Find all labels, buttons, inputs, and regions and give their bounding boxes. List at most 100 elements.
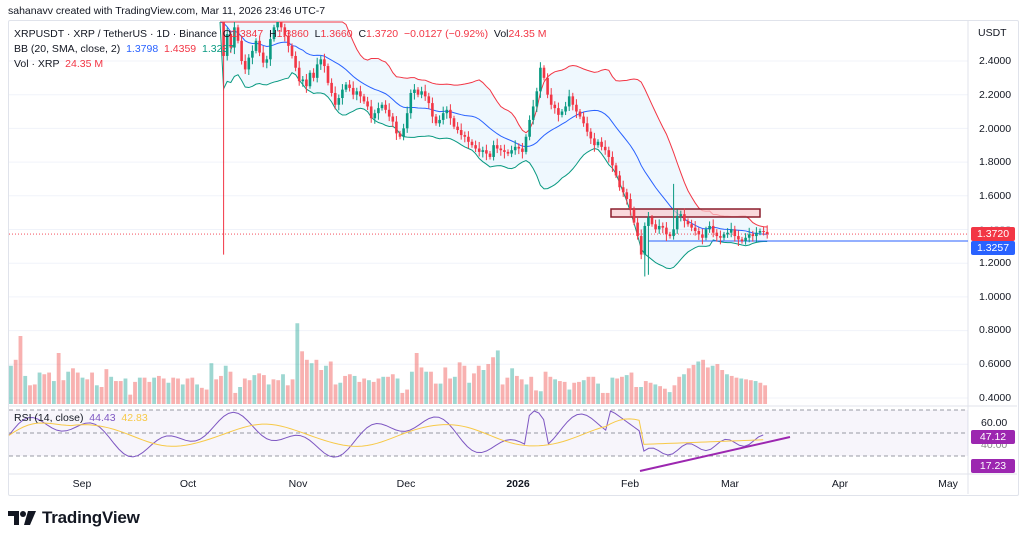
candle-body (539, 67, 542, 92)
candle-body (402, 128, 405, 137)
open-value: 1.3847 (231, 28, 264, 40)
volume-bar (705, 367, 710, 404)
candle-body (474, 145, 477, 149)
volume-legend-row[interactable]: Vol · XRP 24.35 M (14, 57, 546, 72)
volume-bar (443, 367, 448, 404)
candle-body (377, 108, 380, 114)
rsi-low-tag: 17.23 (971, 459, 1015, 473)
candle-body (420, 91, 423, 95)
volume-bar (586, 376, 591, 404)
volume-bar (429, 371, 433, 404)
time-tick: Oct (179, 478, 197, 490)
symbol-legend-row[interactable]: XRPUSDT · XRP / TetherUS · 1D · Binance … (14, 27, 546, 42)
candle-body (305, 79, 308, 87)
candle-body (593, 138, 596, 146)
volume-bar (185, 378, 190, 404)
tradingview-logo[interactable]: TradingView (8, 508, 140, 528)
candle-body (708, 225, 711, 230)
rsi-legend[interactable]: RSI (14, close) 44.43 42.83 (14, 412, 148, 424)
volume-bar (562, 381, 567, 404)
candle-body (481, 150, 485, 152)
volume-bar (90, 372, 94, 404)
candle-body (553, 104, 557, 109)
volume-series-label[interactable]: Vol · XRP (14, 58, 60, 70)
volume-bar (696, 361, 701, 404)
volume-bar (419, 367, 424, 404)
volume-bar (648, 382, 653, 404)
candle-body (380, 104, 384, 109)
candle-body (427, 96, 431, 104)
volume-bar (295, 323, 300, 404)
candle-body (290, 45, 294, 56)
volume-bar (242, 378, 247, 404)
candle-body (542, 67, 546, 78)
volume-bar (725, 374, 729, 404)
currency-label[interactable]: USDT (978, 27, 1007, 39)
volume-bar (51, 381, 56, 404)
candle-body (762, 231, 765, 233)
bb-label[interactable]: BB (20, SMA, close, 2) (14, 43, 121, 55)
volume-bar (686, 368, 691, 404)
candle-body (531, 106, 535, 120)
volume-bar (9, 365, 13, 404)
candle-body (492, 145, 495, 157)
low-label: L (314, 28, 321, 40)
rsi-label[interactable]: RSI (14, close) (14, 412, 84, 424)
volume-bar (653, 384, 658, 404)
candle-body (330, 82, 333, 93)
candle-body (686, 220, 690, 225)
volume-bar (405, 389, 410, 404)
candle-body (564, 106, 567, 112)
volume-bar (42, 374, 47, 404)
volume-bar (543, 371, 548, 404)
candle-body (679, 214, 683, 216)
volume-bar (228, 371, 233, 404)
candle-body (614, 165, 618, 176)
candle-body (668, 234, 672, 237)
candle-body (557, 108, 560, 115)
candle-body (661, 225, 665, 228)
candle-body (722, 234, 726, 238)
last-price-tag: 1.3720 (971, 227, 1015, 241)
candle-body (618, 175, 621, 188)
candle-body (373, 113, 377, 119)
rsi-value: 44.43 (89, 412, 116, 424)
volume-bar (534, 390, 538, 404)
candle-body (693, 227, 697, 232)
tradingview-logo-text: TradingView (42, 508, 140, 527)
volume-bar (133, 381, 137, 404)
candle-body (690, 224, 693, 228)
candle-body (657, 225, 661, 230)
candle-body (751, 234, 755, 237)
candle-body (499, 148, 503, 151)
candle-body (247, 57, 251, 70)
volume-bar (515, 375, 519, 404)
volume-bar (94, 385, 99, 404)
volume-bar (257, 373, 262, 404)
volume-bar (452, 376, 457, 404)
candle-body (333, 92, 337, 105)
symbol-name[interactable]: XRPUSDT · XRP / TetherUS · 1D · Binance (14, 28, 218, 40)
candle-body (639, 236, 643, 255)
candle-body (287, 35, 290, 46)
volume-bar (142, 377, 147, 404)
candle-body (413, 89, 416, 93)
volume-bar (467, 382, 472, 404)
time-tick-year: 2026 (506, 478, 530, 490)
candle-body (603, 146, 607, 151)
candle-body (456, 126, 459, 131)
bb-upper-value: 1.4359 (164, 43, 197, 55)
volume-bar (314, 359, 319, 404)
open-label: O (222, 28, 232, 40)
volume-bar (376, 378, 381, 404)
candle-body (578, 111, 582, 117)
price-tick: 1.8000 (979, 156, 1012, 168)
bb-legend-row[interactable]: BB (20, SMA, close, 2) 1.3798 1.4359 1.3… (14, 42, 546, 57)
candle-body (600, 141, 603, 147)
volume-bar (615, 378, 620, 404)
candle-body (315, 64, 319, 78)
candle-body (236, 27, 240, 41)
price-tick: 1.6000 (979, 190, 1012, 202)
bb-basis-value: 1.3798 (126, 43, 159, 55)
